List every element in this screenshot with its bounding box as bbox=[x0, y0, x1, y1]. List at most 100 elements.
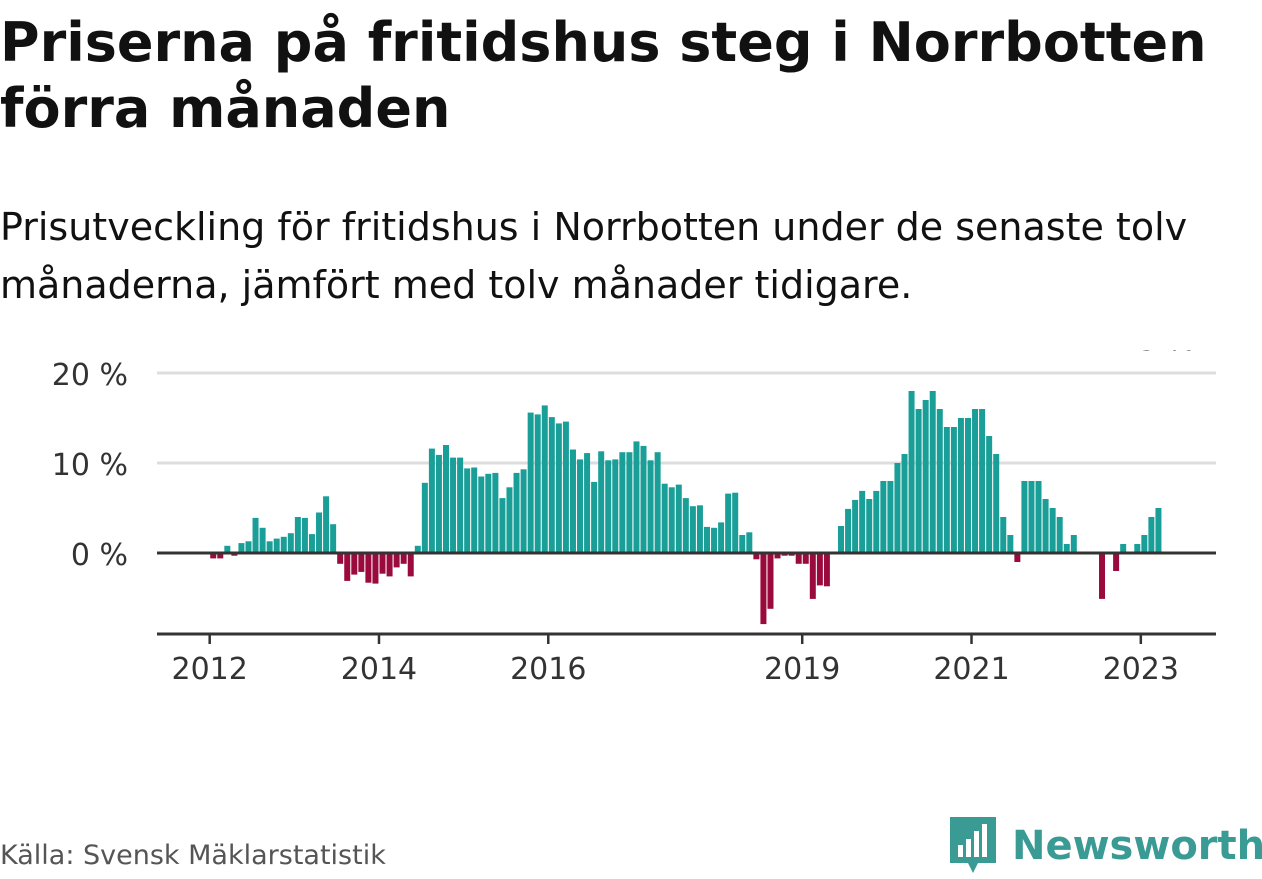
bar bbox=[1063, 544, 1070, 553]
bar bbox=[499, 498, 506, 553]
bar bbox=[1035, 481, 1042, 553]
bars bbox=[210, 391, 1162, 625]
x-tick-label: 2014 bbox=[341, 652, 417, 687]
bar bbox=[1141, 535, 1148, 553]
bar bbox=[1014, 553, 1021, 562]
bar bbox=[1056, 517, 1063, 553]
bar bbox=[640, 445, 647, 553]
bar bbox=[894, 463, 901, 553]
brand-name: Newsworthy bbox=[1012, 823, 1262, 869]
bar bbox=[739, 535, 746, 553]
bar bbox=[682, 498, 689, 553]
bar bbox=[1113, 553, 1120, 571]
bar bbox=[428, 448, 435, 553]
bar bbox=[887, 481, 894, 553]
bar bbox=[308, 534, 315, 553]
y-tick-label: 10 % bbox=[52, 448, 128, 483]
bar bbox=[703, 526, 710, 553]
bar bbox=[767, 553, 774, 609]
bar bbox=[294, 517, 301, 553]
x-tick-label: 2021 bbox=[933, 652, 1009, 687]
bar bbox=[972, 409, 979, 553]
x-tick-label: 2023 bbox=[1103, 652, 1179, 687]
bar bbox=[668, 487, 675, 553]
bar bbox=[1099, 553, 1106, 599]
bar bbox=[210, 553, 217, 559]
bar bbox=[859, 490, 866, 553]
bar bbox=[379, 553, 386, 574]
bar bbox=[838, 526, 845, 553]
bar bbox=[301, 517, 308, 553]
bar bbox=[506, 487, 513, 553]
bar bbox=[492, 472, 499, 553]
bar bbox=[1021, 481, 1028, 553]
last-value-annotation: 5 % bbox=[1138, 350, 1195, 358]
bar bbox=[993, 454, 1000, 553]
bar bbox=[774, 553, 781, 559]
y-tick-label: 0 % bbox=[71, 538, 128, 573]
y-axis-labels: 0 % 10 % 20 % bbox=[52, 358, 128, 573]
bar bbox=[908, 391, 915, 553]
bar bbox=[654, 452, 661, 553]
bar bbox=[443, 445, 449, 553]
bar bbox=[1049, 508, 1056, 553]
bar bbox=[365, 553, 372, 583]
bar bbox=[464, 468, 471, 553]
bar bbox=[527, 412, 534, 553]
newsworthy-logo-icon bbox=[950, 817, 996, 873]
bar bbox=[598, 451, 605, 553]
bar bbox=[534, 414, 541, 553]
x-axis: 2012 2014 2016 2019 2021 2023 bbox=[172, 634, 1179, 687]
bar bbox=[1007, 535, 1014, 553]
bar bbox=[612, 459, 619, 553]
bar bbox=[259, 527, 266, 553]
bar bbox=[795, 553, 802, 564]
bar bbox=[809, 553, 816, 599]
bar bbox=[929, 391, 936, 553]
bar bbox=[245, 541, 252, 553]
bar bbox=[1155, 508, 1162, 553]
bar bbox=[287, 533, 294, 553]
bar bbox=[1134, 544, 1141, 553]
bar bbox=[280, 536, 287, 553]
bar bbox=[238, 543, 245, 553]
bar bbox=[569, 449, 576, 553]
bar bbox=[943, 427, 950, 553]
bar bbox=[689, 506, 696, 553]
bar bbox=[358, 553, 365, 572]
bar bbox=[718, 522, 725, 553]
bar bbox=[252, 517, 259, 553]
bar bbox=[950, 427, 957, 553]
bar bbox=[711, 527, 718, 553]
bar bbox=[513, 472, 520, 553]
bar bbox=[584, 453, 591, 553]
bar bbox=[471, 467, 478, 553]
bar bbox=[979, 409, 986, 553]
bar bbox=[1000, 517, 1007, 553]
bar bbox=[548, 417, 555, 553]
bar bbox=[591, 481, 598, 553]
bar bbox=[633, 441, 640, 553]
bar bbox=[520, 469, 527, 553]
bar bbox=[316, 512, 323, 553]
bar bbox=[1070, 535, 1077, 553]
bar bbox=[647, 460, 654, 553]
x-tick-label: 2016 bbox=[510, 652, 586, 687]
bar bbox=[372, 553, 379, 584]
bar bbox=[626, 452, 633, 553]
bar bbox=[753, 553, 760, 560]
bar-chart: 0 % 10 % 20 % 2012 2014 2016 2019 2021 2023 5 % bbox=[52, 350, 1216, 687]
bar bbox=[746, 532, 753, 553]
y-tick-label: 20 % bbox=[52, 358, 128, 393]
bar bbox=[732, 492, 739, 553]
bar bbox=[802, 553, 809, 564]
bar bbox=[421, 482, 428, 553]
bar bbox=[273, 538, 280, 553]
bar bbox=[845, 508, 852, 553]
bar bbox=[901, 454, 908, 553]
bar bbox=[562, 421, 569, 553]
bar bbox=[986, 436, 993, 553]
chart-title: Priserna på fritidshus steg i Norrbotten… bbox=[0, 11, 1207, 140]
bar bbox=[880, 481, 887, 553]
bar bbox=[407, 553, 414, 577]
